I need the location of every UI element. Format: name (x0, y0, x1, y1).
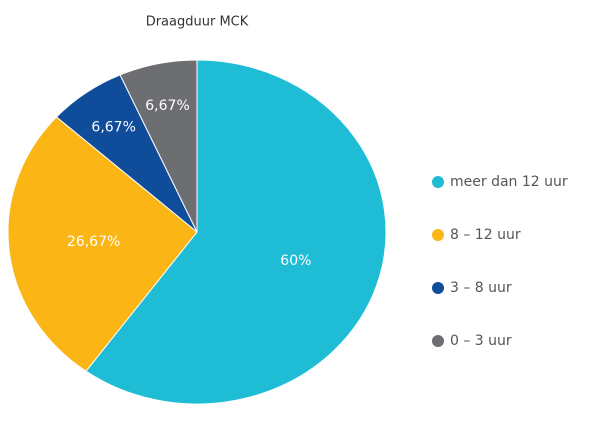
legend-label: 8 – 12 uur (450, 227, 521, 243)
legend-marker (432, 282, 444, 294)
legend-label: 3 – 8 uur (450, 280, 512, 296)
legend-marker (432, 335, 444, 347)
data-label: 60% (280, 253, 311, 269)
legend-label: 0 – 3 uur (450, 333, 512, 349)
pie-slice (85, 59, 387, 405)
data-label: 6,67% (91, 120, 135, 136)
pie-slice (7, 116, 198, 372)
legend-marker (432, 176, 444, 188)
data-label: 6,67% (145, 98, 189, 114)
pie-slice (119, 59, 198, 233)
legend-marker (432, 229, 444, 241)
legend-label: meer dan 12 uur (450, 174, 568, 190)
data-label: 26,67% (67, 234, 120, 250)
chart-title: Draagduur MCK (146, 15, 249, 30)
